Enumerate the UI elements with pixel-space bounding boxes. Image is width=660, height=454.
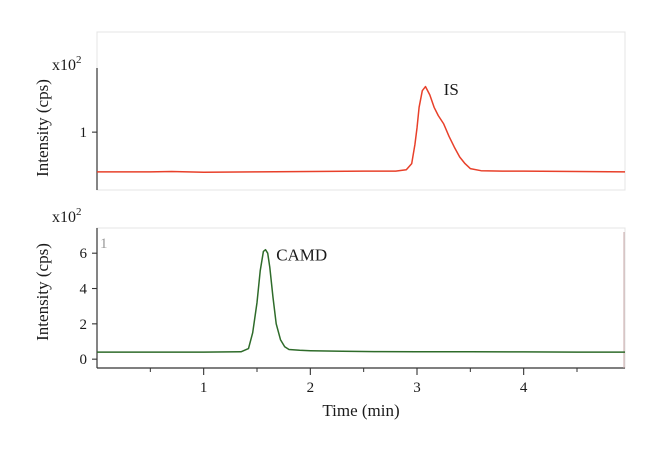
is-peak-label: IS: [444, 80, 459, 99]
panel-is-y-axis-label: Intensity (cps): [33, 79, 52, 177]
y-tick-label: 4: [80, 282, 88, 298]
camd-trace-line: [97, 248, 625, 353]
x-axis-ticks: 1 2 3 4: [149, 368, 578, 396]
y-tick-label: 1: [80, 125, 88, 141]
panel-is-y-multiplier: x102: [52, 54, 82, 74]
panel-camd-y-ticks: 0 2 4 6: [80, 246, 97, 368]
camd-peak-label: CAMD: [276, 245, 327, 264]
panel-camd-mark: 1: [100, 236, 108, 252]
x-tick-label: 2: [307, 380, 315, 396]
panel-is: x102 Intensity (cps) 1 IS: [33, 31, 626, 191]
panel-camd: 1 x102 Intensity (cps) 0 2 4 6 1 2 3 4 CAMD Ti…: [33, 206, 626, 420]
x-axis-label: Time (min): [322, 401, 399, 420]
panel-is-frame: [96, 31, 626, 191]
y-tick-label: 2: [80, 317, 88, 333]
panel-camd-y-axis-label: Intensity (cps): [33, 243, 52, 341]
panel-camd-frame: [96, 227, 626, 369]
panel-camd-y-multiplier: x102: [52, 206, 82, 226]
y-tick-label: 0: [80, 352, 88, 368]
x-tick-label: 4: [520, 380, 528, 396]
y-tick-label: 6: [80, 246, 88, 262]
x-tick-label: 1: [200, 380, 208, 396]
panel-is-y-ticks: 1: [80, 125, 97, 141]
x-tick-label: 3: [413, 380, 421, 396]
is-trace-line: [97, 85, 626, 174]
